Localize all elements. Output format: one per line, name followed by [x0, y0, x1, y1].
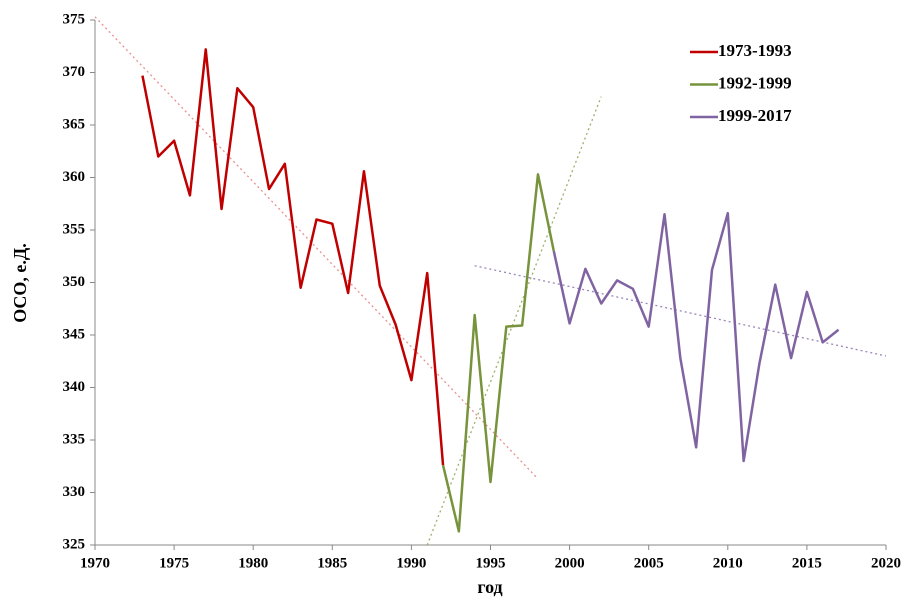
y-tick-label: 325: [63, 536, 86, 552]
legend-label: 1999-2017: [718, 106, 792, 125]
y-tick-label: 360: [63, 169, 86, 185]
trend-line: [94, 16, 539, 480]
y-tick-label: 350: [63, 274, 86, 290]
x-tick-label: 2020: [871, 555, 901, 571]
y-tick-label: 375: [63, 11, 86, 27]
y-tick-label: 345: [63, 326, 86, 342]
y-axis-label: ОСО, е.Д.: [10, 243, 30, 323]
series-line: [441, 173, 556, 533]
y-tick-label: 335: [63, 431, 86, 447]
x-axis-label: год: [477, 577, 502, 597]
y-tick-label: 370: [63, 64, 86, 80]
y-tick-label: 355: [63, 221, 86, 237]
y-tick-label: 330: [63, 484, 86, 500]
x-tick-label: 1980: [238, 555, 268, 571]
x-tick-label: 1995: [476, 555, 506, 571]
x-tick-label: 2010: [713, 555, 743, 571]
series-line: [141, 48, 445, 466]
x-tick-label: 2015: [792, 555, 822, 571]
trend-line: [426, 96, 602, 546]
x-tick-label: 1975: [159, 555, 189, 571]
y-tick-label: 340: [63, 379, 86, 395]
trend-line: [474, 265, 887, 357]
series-line: [552, 211, 840, 463]
x-tick-label: 2005: [634, 555, 664, 571]
x-tick-label: 1985: [317, 555, 347, 571]
x-tick-label: 1990: [396, 555, 426, 571]
y-tick-label: 365: [63, 116, 86, 132]
legend-label: 1992-1999: [718, 73, 792, 92]
x-tick-label: 2000: [555, 555, 585, 571]
x-tick-label: 1970: [80, 555, 110, 571]
legend-label: 1973-1993: [718, 41, 792, 60]
